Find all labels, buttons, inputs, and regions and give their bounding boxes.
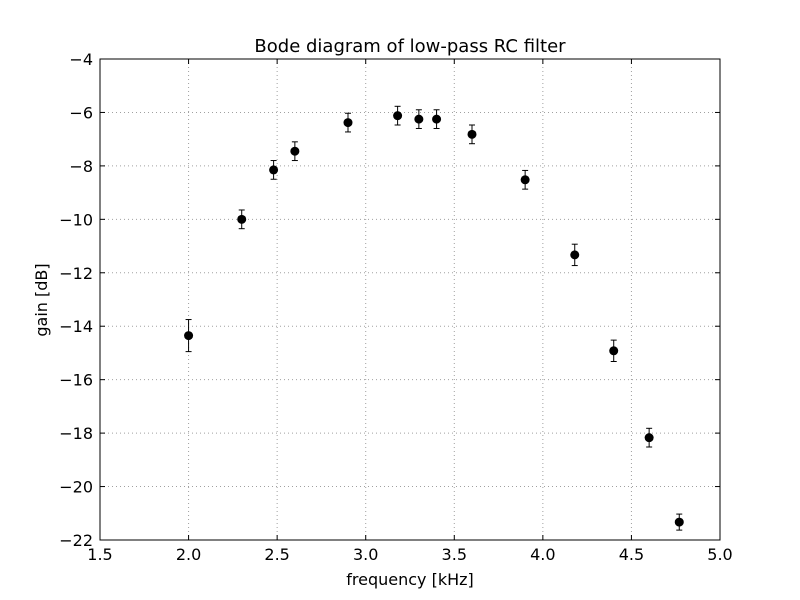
y-tick-label: −20 [59,478,93,497]
data-point [290,146,300,156]
y-tick-label: −22 [59,531,93,550]
y-tick-label: −10 [59,210,93,229]
x-tick-label: 3.0 [353,545,378,564]
axis-ticks: 1.5 2.0 2.5 3.0 3.5 4.0 4.5 5.0 −22 −20 −18 −16 −14 −… [59,50,732,564]
data-point [570,250,580,260]
data-point [520,175,530,185]
y-tick-label: −16 [59,371,93,390]
data-point [237,214,247,224]
data-point [343,118,353,128]
x-tick-label: 3.5 [442,545,467,564]
x-tick-label: 4.0 [530,545,555,564]
y-tick-label: −4 [69,50,93,69]
chart-title: Bode diagram of low-pass RC filter [254,36,566,57]
data-point [674,517,684,527]
data-point [609,346,619,356]
data-layer [184,105,684,531]
x-axis-title: frequency [kHz] [346,570,474,589]
y-tick-label: −8 [69,157,93,176]
y-tick-label: −14 [59,317,93,336]
data-point [269,165,279,175]
plot-frame [99,58,721,541]
data-point [432,114,442,124]
y-axis-title: gain [dB] [32,263,51,336]
grid [100,59,720,540]
x-tick-label: 4.5 [619,545,644,564]
data-point [644,433,654,443]
y-tick-label: −12 [59,264,93,283]
data-point [393,111,403,121]
y-tick-label: −18 [59,424,93,443]
x-tick-label: 1.5 [87,545,112,564]
y-tick-label: −6 [69,103,93,122]
x-tick-label: 5.0 [707,545,732,564]
x-tick-label: 2.0 [176,545,201,564]
x-tick-label: 2.5 [264,545,289,564]
data-point [414,114,424,124]
data-point [184,331,194,341]
data-point [467,129,477,139]
